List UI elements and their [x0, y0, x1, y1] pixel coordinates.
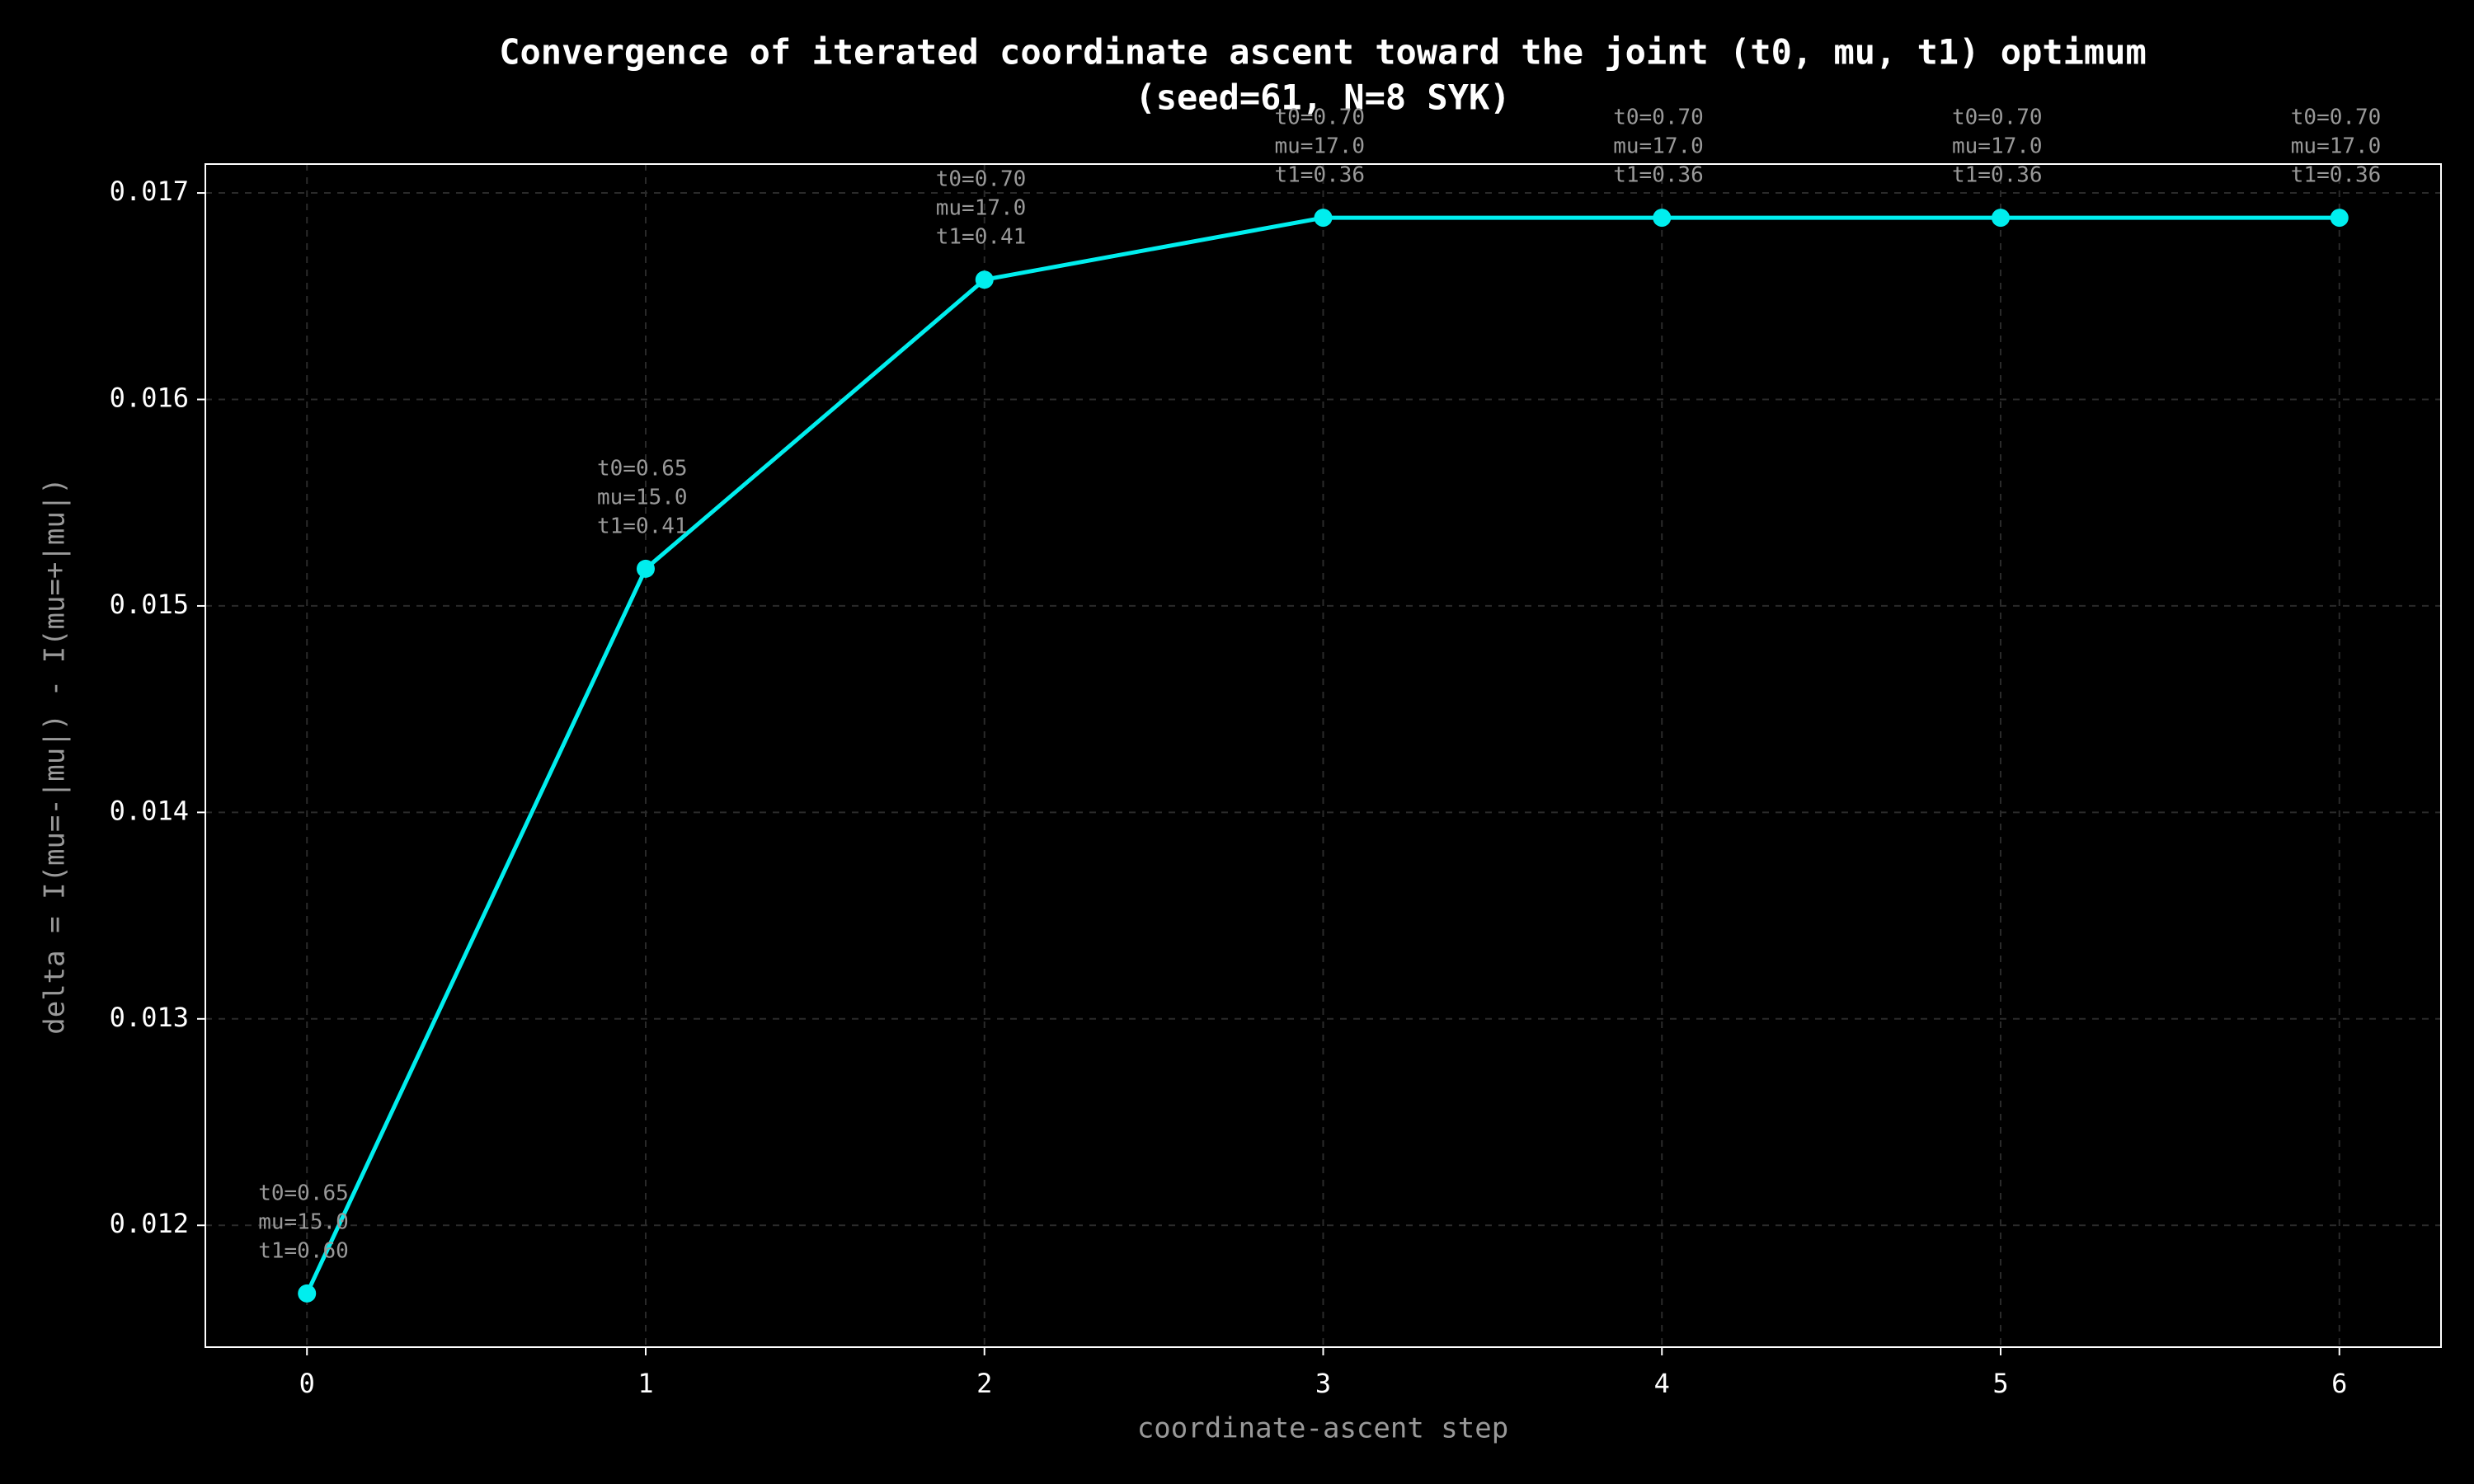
point-annotation: mu=17.0	[2291, 134, 2382, 159]
point-annotation: mu=15.0	[258, 1209, 349, 1234]
marker	[1314, 209, 1333, 228]
x-tick-label: 3	[1315, 1368, 1331, 1399]
marker	[1653, 209, 1672, 228]
point-annotation: t1=0.36	[1275, 163, 1366, 188]
point-annotation: t1=0.41	[597, 514, 688, 538]
point-annotation: t0=0.65	[597, 456, 688, 481]
y-tick-label: 0.016	[110, 382, 189, 413]
point-annotation: mu=17.0	[936, 196, 1027, 221]
point-annotation: t1=0.36	[1613, 163, 1704, 188]
x-tick-label: 6	[2331, 1368, 2347, 1399]
y-tick-label: 0.013	[110, 1002, 189, 1033]
marker	[298, 1284, 317, 1303]
point-annotation: t0=0.70	[2291, 106, 2382, 130]
y-axis-label: delta = I(mu=-|mu|) - I(mu=+|mu|)	[39, 477, 72, 1035]
point-annotation: t0=0.65	[258, 1181, 349, 1205]
point-annotation: t1=0.41	[936, 225, 1027, 250]
point-annotation: t1=0.36	[2291, 163, 2382, 188]
x-tick-label: 5	[1992, 1368, 2008, 1399]
x-axis-label: coordinate-ascent step	[1137, 1412, 1508, 1445]
y-tick-label: 0.015	[110, 589, 189, 620]
y-tick-label: 0.014	[110, 795, 189, 826]
chart-title: (seed=61, N=8 SYK)	[1135, 77, 1510, 118]
point-annotation: mu=17.0	[1613, 134, 1704, 159]
x-tick-label: 4	[1654, 1368, 1670, 1399]
x-tick-label: 2	[976, 1368, 992, 1399]
point-annotation: t1=0.36	[1952, 163, 2043, 188]
y-tick-label: 0.017	[110, 176, 189, 207]
point-annotation: t1=0.60	[258, 1238, 349, 1263]
point-annotation: t0=0.70	[1275, 106, 1366, 130]
x-tick-label: 1	[637, 1368, 653, 1399]
chart-title: Convergence of iterated coordinate ascen…	[499, 32, 2147, 73]
marker	[636, 559, 655, 578]
point-annotation: mu=17.0	[1275, 134, 1366, 159]
point-annotation: t0=0.70	[936, 167, 1027, 192]
marker	[1992, 209, 2011, 228]
point-annotation: mu=17.0	[1952, 134, 2043, 159]
plot-frame	[205, 163, 2442, 1348]
point-annotation: mu=15.0	[597, 485, 688, 510]
point-annotation: t0=0.70	[1613, 106, 1704, 130]
marker	[2330, 209, 2349, 228]
x-tick-label: 0	[299, 1368, 315, 1399]
marker	[975, 270, 994, 289]
y-tick-label: 0.012	[110, 1208, 189, 1239]
point-annotation: t0=0.70	[1952, 106, 2043, 130]
